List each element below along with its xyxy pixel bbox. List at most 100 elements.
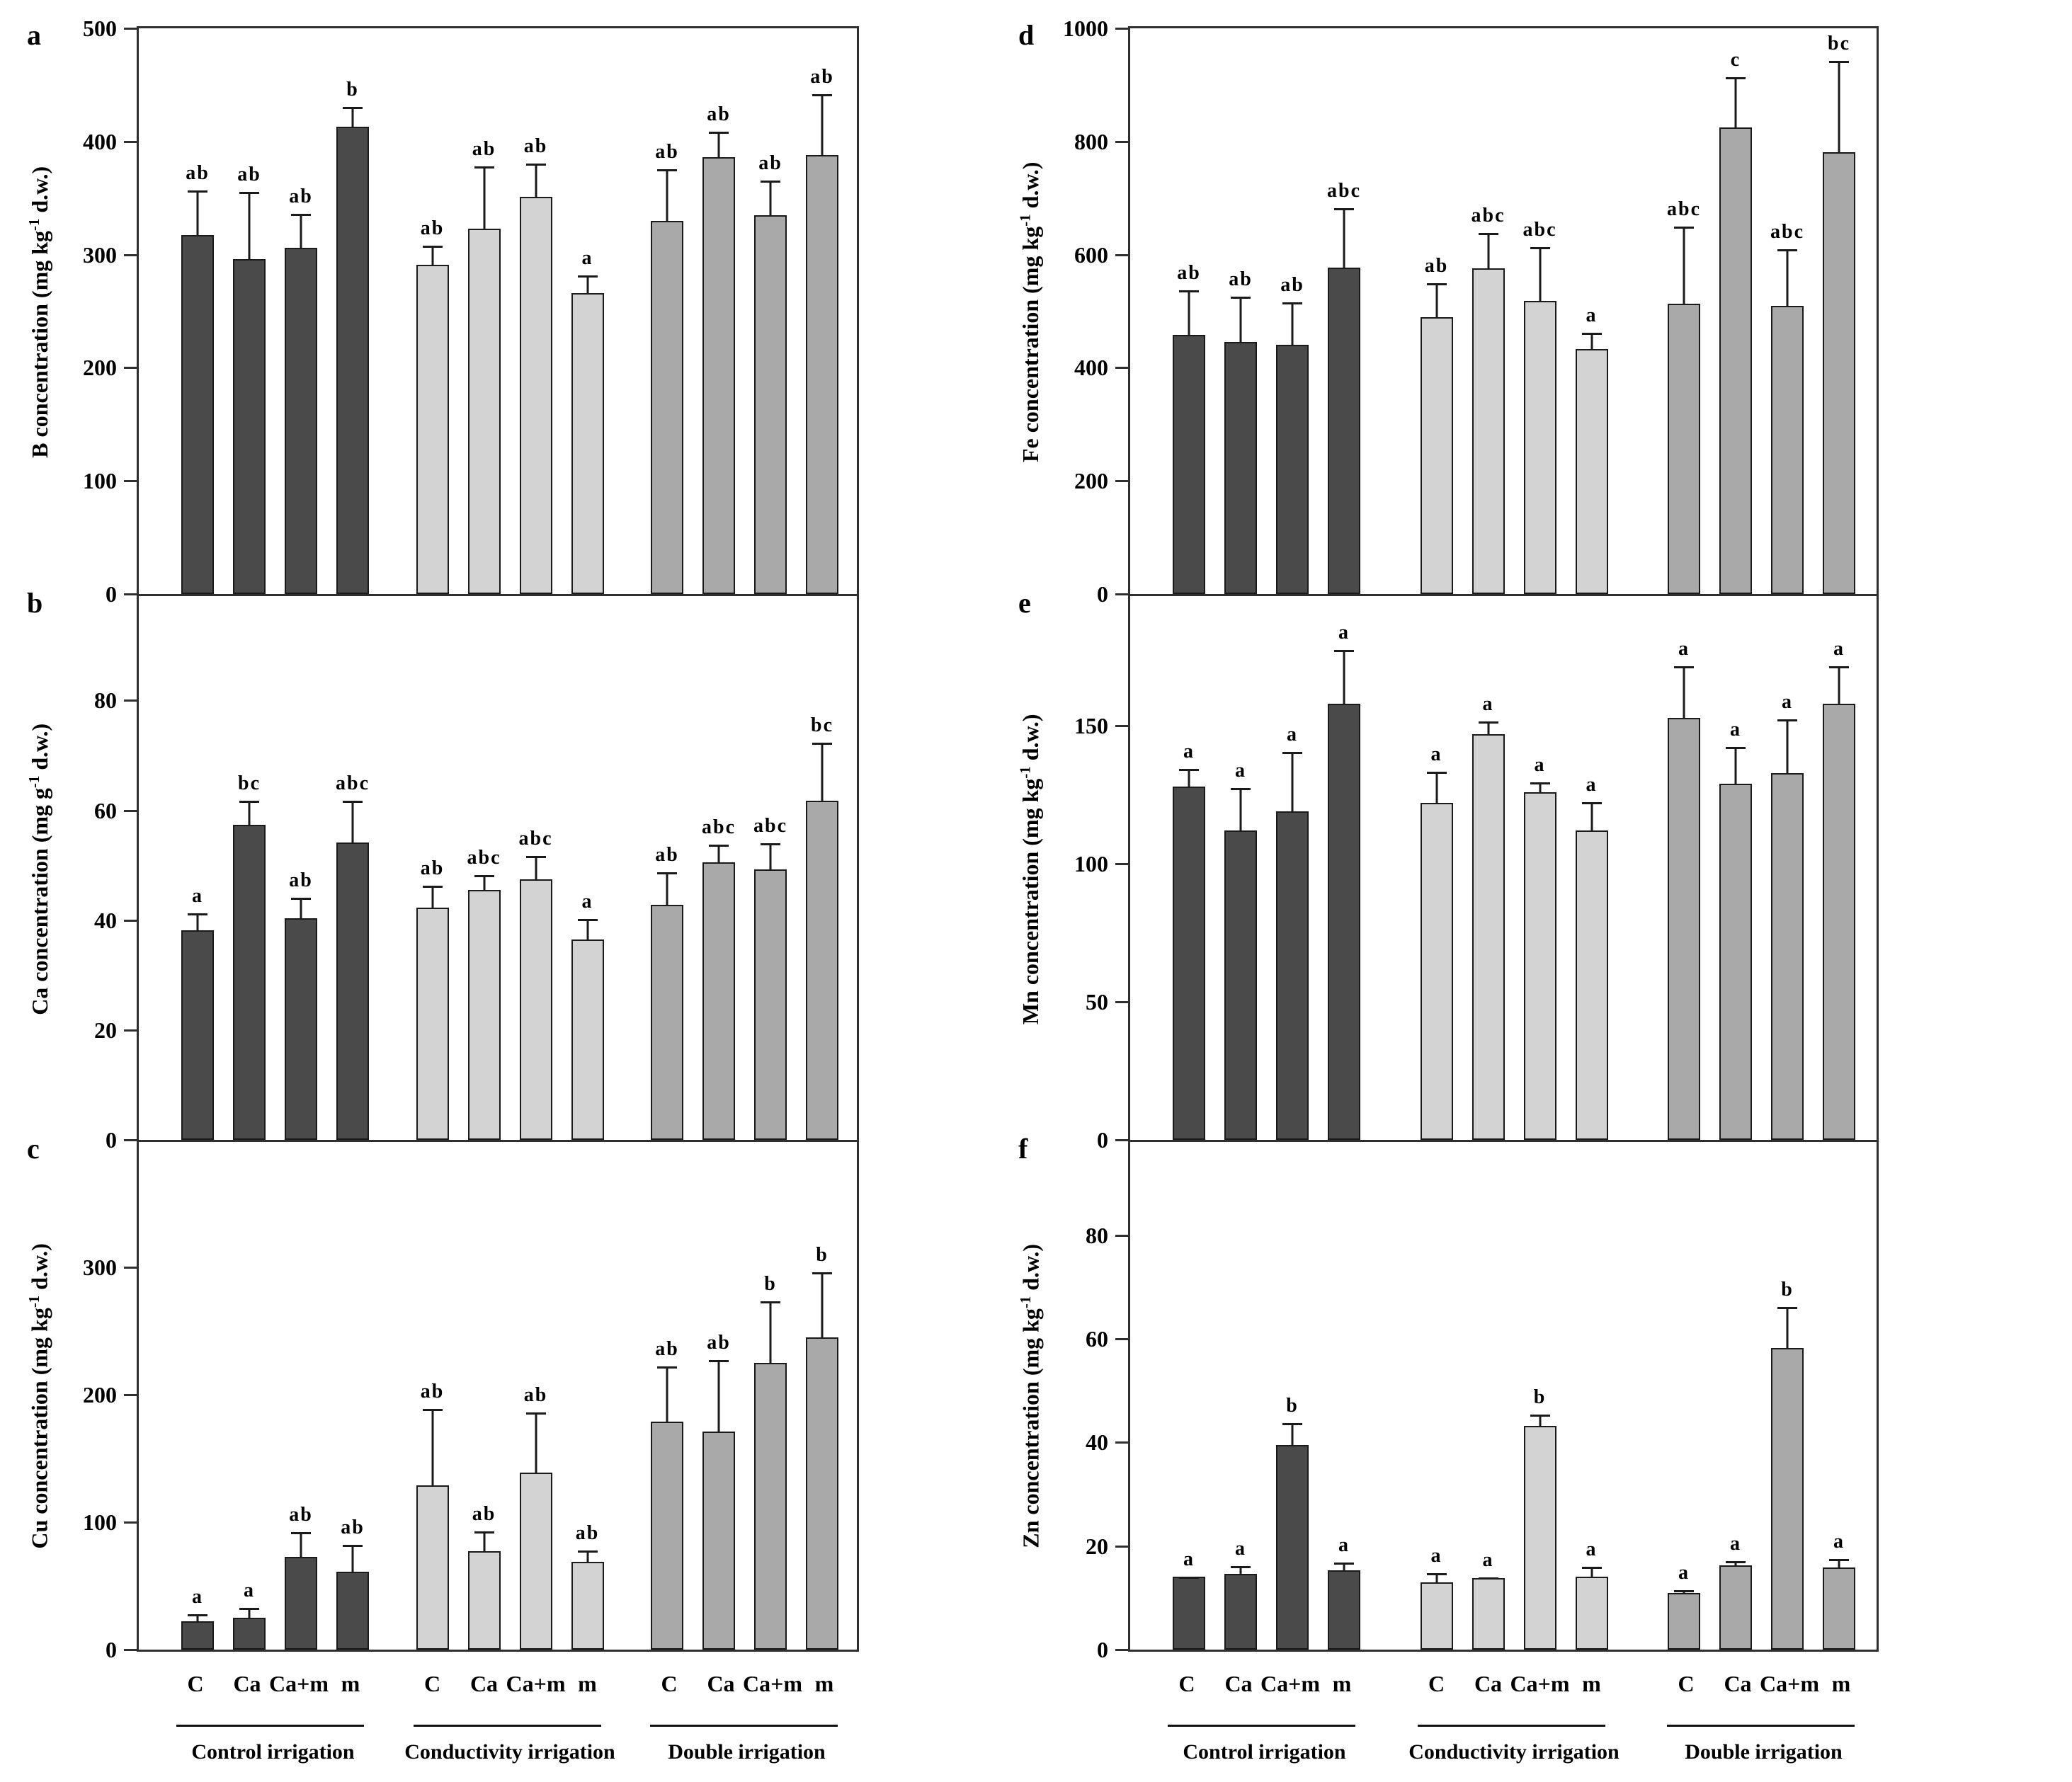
significance-label: a (1338, 1533, 1350, 1556)
error-bar-line (1343, 207, 1345, 269)
x-tick-label: Ca+m (269, 1671, 329, 1696)
y-tick-label: 100 (1074, 851, 1108, 877)
x-tick-label: Ca (707, 1671, 735, 1696)
bar: abc (519, 828, 552, 1140)
panel-column-box: ab ab ab abc ab abc abc a abc c abc bc a a a a a a a a a a a a a… (1128, 26, 1879, 1652)
x-tick-label: m (578, 1671, 597, 1696)
x-tick-label: m (1831, 1671, 1851, 1696)
significance-label: a (1782, 690, 1793, 713)
error-bar-cap (1777, 719, 1797, 721)
bar: ab (285, 185, 317, 594)
y-tick-label: 300 (83, 241, 117, 268)
bar: ab (285, 1504, 317, 1650)
significance-label: a (1183, 740, 1195, 763)
bar: a (1575, 1538, 1608, 1650)
bar: c (1719, 49, 1752, 594)
significance-label: ab (289, 185, 313, 208)
x-axis-labels-row: C Ca Ca+m m C Ca Ca+m m C Ca Ca+m m (1128, 1671, 1879, 1697)
x-tick-label: Ca+m (1260, 1671, 1320, 1696)
bar: a (1668, 638, 1700, 1140)
bar-group: ab ab ab a (416, 135, 604, 594)
error-bar-cap (1829, 60, 1849, 63)
bar: a (1575, 774, 1608, 1140)
error-bar-cap (812, 94, 832, 97)
bar: ab (1173, 262, 1205, 594)
bars-row: a a b a a a b a a a b a (1130, 1279, 1877, 1650)
y-tick-label: 50 (1086, 989, 1108, 1015)
y-tick-mark (1115, 1338, 1128, 1341)
group-label-text: Double irrigation (1685, 1740, 1843, 1764)
significance-label: c (1730, 49, 1741, 72)
x-tick-label: Ca (469, 1671, 499, 1696)
bar-group: a a ab ab (181, 1504, 369, 1650)
bar-group: a a a a (1173, 622, 1360, 1140)
x-label-group: C Ca Ca+m m (1171, 1671, 1358, 1697)
group-label-text: Conductivity irrigation (1408, 1740, 1620, 1764)
group-label-text: Control irrigation (191, 1740, 355, 1764)
group-name-row: Control irrigation Conductivity irrigatio… (137, 1740, 859, 1764)
y-tick-mark (1115, 480, 1128, 483)
bar-group: a a b a (1173, 1395, 1360, 1650)
bar: ab (571, 1522, 604, 1650)
y-tick-mark (124, 1029, 137, 1032)
error-bar-cap (188, 190, 207, 193)
x-tick-label: C (661, 1671, 678, 1696)
y-tick-label: 150 (1074, 713, 1108, 739)
error-bar-line (535, 1412, 537, 1474)
chart-panel-a: ab ab ab b ab ab ab a ab ab ab ab (139, 28, 857, 596)
y-tick-mark (124, 809, 137, 812)
error-bar-cap (188, 913, 207, 916)
error-bar-cap (812, 742, 832, 745)
significance-label: abc (1770, 221, 1804, 244)
error-bar-cap (1334, 650, 1354, 653)
error-bar-line (1734, 746, 1737, 786)
bar-group: ab ab b b (651, 1244, 838, 1650)
significance-label: ab (1424, 254, 1449, 277)
error-bar-line (1188, 768, 1190, 788)
significance-label: a (1730, 718, 1741, 741)
error-bar-cap (1334, 207, 1354, 210)
error-bar-line (300, 214, 302, 250)
error-bar-line (1838, 666, 1840, 706)
y-tick-label: 200 (83, 355, 117, 381)
x-tick-label: Ca+m (1760, 1671, 1819, 1696)
significance-label: abc (1667, 198, 1701, 221)
underline-group (650, 1725, 841, 1727)
significance-label: bc (811, 714, 833, 736)
y-axis-label-text: Ca concentration (mg g-1 d.w.) (25, 723, 52, 1015)
significance-label: abc (467, 846, 501, 869)
x-label-group: C Ca Ca+m m (1670, 1671, 1857, 1697)
error-bar-line (351, 1545, 354, 1574)
y-tick-mark (124, 699, 137, 702)
y-axis-label: B concentration (mg kg-1 d.w.) (20, 28, 59, 596)
error-bar-cap (1179, 290, 1199, 292)
chart-panel-f: a a b a a a b a a a b a (1130, 1142, 1877, 1650)
group-label: Double irrigation (653, 1740, 841, 1764)
error-bar-cap (474, 1531, 494, 1533)
error-bar-cap (1478, 721, 1498, 724)
bar: a (571, 891, 604, 1140)
error-bar-line (821, 742, 824, 803)
error-bar-cap (422, 246, 443, 249)
error-bar-line (1539, 1415, 1541, 1427)
error-bar-line (1786, 719, 1789, 775)
y-tick-mark (1115, 863, 1128, 866)
significance-label: a (1482, 693, 1494, 716)
panel-letter: b (27, 587, 43, 619)
x-axis-labels-row: C Ca Ca+m m C Ca Ca+m m C Ca Ca+m m (137, 1671, 859, 1697)
bar: abc (1327, 180, 1360, 594)
x-tick-label: Ca+m (1510, 1671, 1570, 1696)
error-bar-cap (525, 855, 546, 858)
significance-label: ab (186, 161, 210, 184)
significance-label: abc (518, 827, 553, 850)
significance-label: ab (472, 1502, 496, 1525)
error-bar-cap (761, 843, 780, 845)
bar: ab (702, 103, 735, 594)
chart-panel-d: ab ab ab abc ab abc abc a abc c abc bc (1130, 28, 1877, 596)
bar: a (1575, 304, 1608, 594)
significance-label: b (1286, 1395, 1299, 1417)
error-bar-line (1838, 60, 1840, 154)
bar: ab (233, 164, 266, 594)
error-bar-line (769, 180, 772, 217)
y-tick-label: 400 (83, 128, 117, 154)
